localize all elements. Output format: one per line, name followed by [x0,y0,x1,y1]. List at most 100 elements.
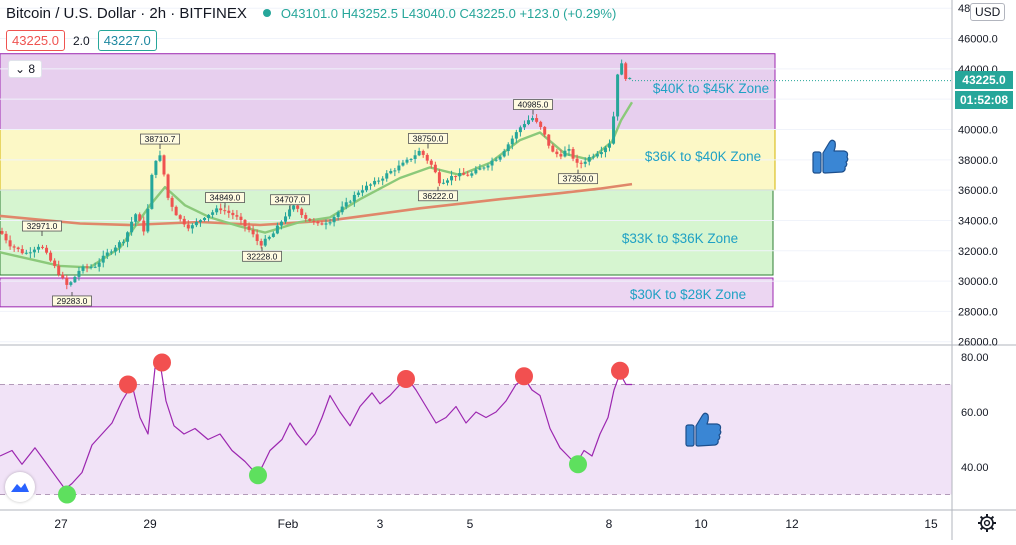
candle-body-56 [227,210,231,213]
rsi-high-marker-1 [153,353,171,372]
chevron-down-icon: ⌄ [15,62,26,76]
candle-body-46 [186,224,190,229]
price-label-text-7: 36222.0 [423,191,454,201]
sell-button[interactable]: 43225.0 [6,30,65,51]
rsi-high-marker-2 [397,370,415,388]
candle-body-128 [518,127,522,133]
candle-body-64 [259,241,263,246]
candle-body-109 [441,182,445,184]
candle-body-60 [243,219,247,227]
price-tick-4: 34000.0 [958,215,998,227]
candle-body-3 [12,246,16,248]
candle-body-133 [539,121,543,127]
candle-body-130 [527,120,530,125]
candle-body-11 [45,247,49,253]
candle-body-80 [324,223,328,225]
rsi-low-marker-0 [58,485,76,504]
candle-body-115 [466,174,470,176]
currency-button[interactable]: USD [970,3,1006,21]
candle-body-84 [340,206,344,213]
candle-body-20 [81,266,85,271]
candle-body-119 [482,167,486,169]
candle-body-33 [134,214,138,222]
candle-body-16 [65,277,69,285]
price-label-box-1 [52,295,92,307]
candle-body-50 [203,217,206,221]
candle-body-147 [595,154,599,157]
candle-body-87 [352,194,356,202]
candle-body-25 [101,255,105,263]
candle-body-136 [551,145,555,152]
buy-button[interactable]: 43227.0 [97,30,157,51]
rsi-low-marker-2 [569,455,587,474]
candle-body-121 [490,160,494,166]
candle-body-98 [397,165,401,171]
candle-body-37 [150,174,154,209]
time-tick-5: 8 [606,517,613,531]
gear-icon[interactable] [977,513,997,533]
candle-body-151 [612,116,616,144]
price-label-text-3: 34849.0 [210,193,241,203]
price-tick-7: 40000.0 [958,125,998,137]
candle-body-120 [486,165,490,168]
candle-body-111 [450,176,454,181]
indicator-count: 8 [28,62,36,76]
candle-body-118 [478,168,482,170]
candle-body-90 [365,185,368,191]
time-tick-6: 10 [694,517,708,531]
candle-body-58 [235,215,239,217]
candle-body-106 [429,160,433,165]
candle-body-122 [494,159,498,161]
candlesticks [0,59,632,290]
swing-price-labels: 32971.0 29283.0 38710.7 34849.0 32228.0 34707… [22,99,598,307]
candle-body-15 [61,274,65,278]
price-label-box-0 [22,220,62,232]
candle-body-72 [292,205,296,210]
candle-body-21 [85,266,89,268]
candle-body-150 [608,143,611,148]
candle-body-143 [579,162,583,164]
chart-header: Bitcoin / U.S. Dollar · 2h · BITFINEX O4… [0,2,616,24]
candle-body-131 [531,118,535,121]
candle-body-32 [130,221,134,233]
price-label-text-5: 34707.0 [275,195,306,205]
candle-body-74 [300,208,304,216]
candle-body-27 [109,251,113,253]
candle-body-29 [117,242,121,248]
candle-body-44 [178,215,182,219]
candle-body-35 [142,220,146,232]
candle-body-26 [105,252,109,256]
symbol-title[interactable]: Bitcoin / U.S. Dollar · 2h · BITFINEX [6,4,247,22]
candle-body-13 [53,260,57,266]
price-label-box-7 [418,190,458,202]
price-grid [0,7,952,343]
candle-body-135 [547,134,551,146]
candle-body-19 [77,270,81,277]
candle-body-75 [304,215,308,219]
candle-body-38 [154,160,158,175]
candle-body-68 [275,225,279,234]
candle-body-18 [73,276,77,283]
price-label-text-4: 32228.0 [247,251,278,261]
candle-body-48 [194,221,198,226]
rsi-tick-0: 40.00 [961,462,989,474]
candle-body-149 [603,147,607,153]
candle-body-154 [624,63,628,79]
tradingview-logo-icon[interactable] [5,472,35,502]
candle-body-126 [510,138,514,145]
candle-body-112 [454,176,458,178]
thumbs-up-annotations [685,139,849,447]
price-label-box-2 [140,133,180,145]
indicators-toggle[interactable]: ⌄ 8 [8,60,43,78]
candle-body-6 [24,252,28,254]
candle-body-100 [405,159,409,163]
candle-body-110 [446,180,449,183]
time-tick-1: 29 [143,517,157,531]
rsi-high-marker-4 [611,361,629,380]
candle-body-82 [332,216,336,223]
candle-body-54 [219,208,223,211]
candle-body-67 [271,233,275,237]
